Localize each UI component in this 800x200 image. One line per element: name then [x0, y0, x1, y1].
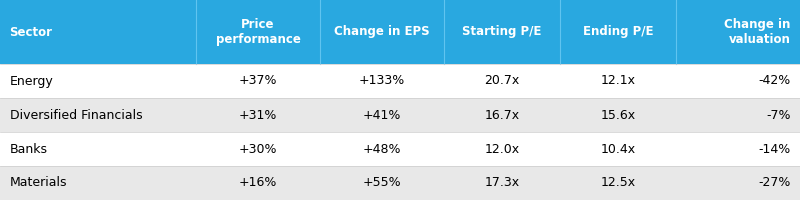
- Text: +48%: +48%: [362, 143, 402, 156]
- Text: Banks: Banks: [10, 143, 48, 156]
- Text: 20.7x: 20.7x: [484, 74, 520, 88]
- Text: +133%: +133%: [359, 74, 405, 88]
- Text: Sector: Sector: [10, 25, 53, 38]
- Text: Change in EPS: Change in EPS: [334, 25, 430, 38]
- Bar: [0, 0, 800, 64]
- Text: -42%: -42%: [758, 74, 790, 88]
- Bar: [0, 166, 800, 200]
- Bar: [0, 98, 800, 132]
- Text: 10.4x: 10.4x: [601, 143, 635, 156]
- Text: Materials: Materials: [10, 176, 67, 190]
- Text: Ending P/E: Ending P/E: [582, 25, 654, 38]
- Bar: [0, 64, 800, 98]
- Text: Energy: Energy: [10, 74, 54, 88]
- Text: +55%: +55%: [362, 176, 402, 190]
- Text: +16%: +16%: [239, 176, 277, 190]
- Text: +37%: +37%: [238, 74, 278, 88]
- Text: -14%: -14%: [758, 143, 790, 156]
- Text: 15.6x: 15.6x: [601, 108, 635, 122]
- Text: +31%: +31%: [239, 108, 277, 122]
- Text: 12.0x: 12.0x: [485, 143, 519, 156]
- Text: -7%: -7%: [766, 108, 790, 122]
- Text: 12.1x: 12.1x: [601, 74, 635, 88]
- Text: +30%: +30%: [238, 143, 278, 156]
- Text: 16.7x: 16.7x: [485, 108, 519, 122]
- Text: -27%: -27%: [758, 176, 790, 190]
- Text: Starting P/E: Starting P/E: [462, 25, 542, 38]
- Text: 12.5x: 12.5x: [601, 176, 635, 190]
- Text: +41%: +41%: [363, 108, 401, 122]
- Bar: [0, 132, 800, 166]
- Text: 17.3x: 17.3x: [485, 176, 519, 190]
- Text: Price
performance: Price performance: [215, 18, 301, 46]
- Text: Change in
valuation: Change in valuation: [724, 18, 790, 46]
- Text: Diversified Financials: Diversified Financials: [10, 108, 142, 122]
